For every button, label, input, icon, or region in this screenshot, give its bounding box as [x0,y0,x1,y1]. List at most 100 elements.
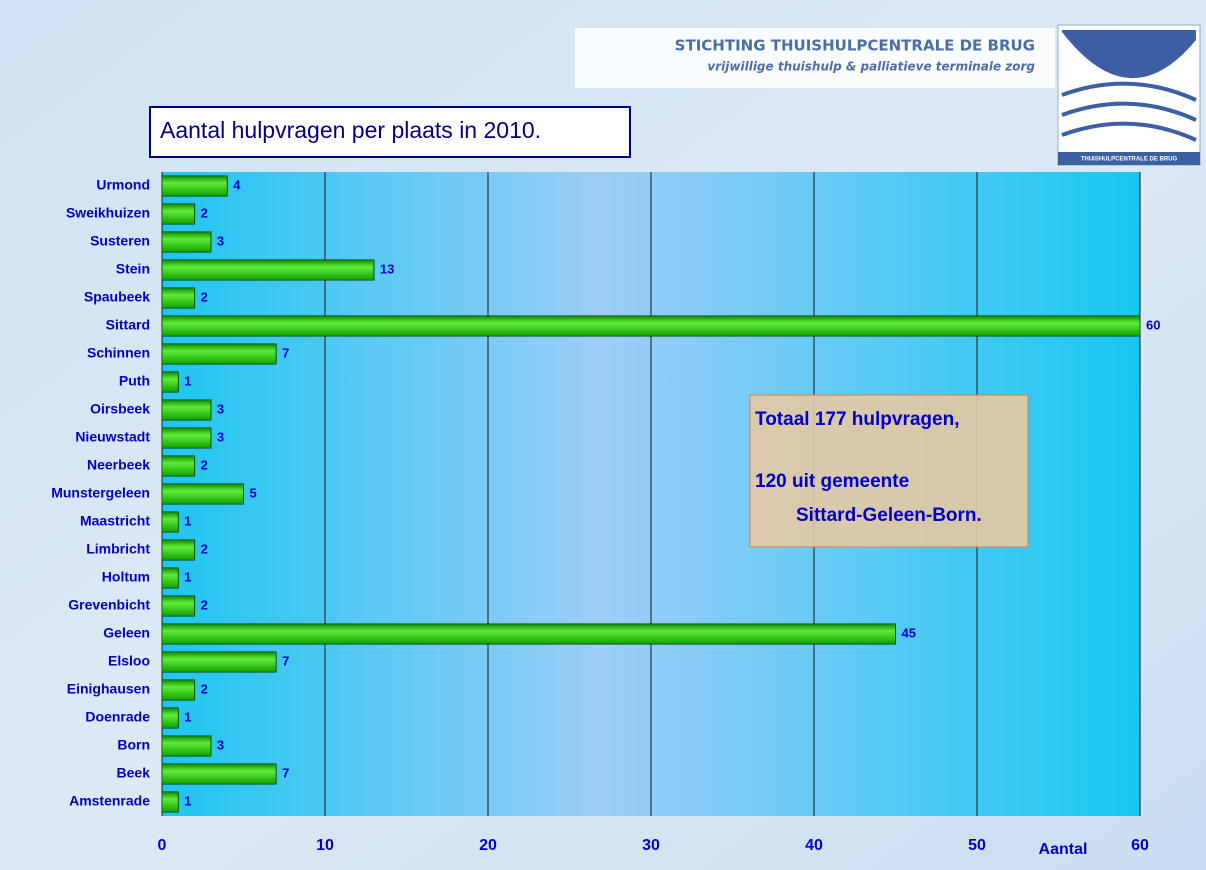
value-label: 7 [282,345,289,360]
x-axis-label: Aantal [1039,841,1088,858]
value-label: 2 [201,681,208,696]
bar-tint [162,456,195,476]
y-tick-label: Susteren [90,233,150,249]
y-tick-label: Urmond [96,177,150,193]
x-tick-label: 20 [479,837,497,854]
bar-tint [162,568,179,588]
bar-tint [162,372,179,392]
x-tick-label: 40 [805,837,823,854]
bar [161,707,179,729]
value-label: 60 [1146,317,1160,332]
bar [161,595,196,617]
y-tick-label: Nieuwstadt [75,429,150,445]
y-tick-label: Oirsbeek [90,401,150,417]
bar [161,455,196,477]
bar [161,539,196,561]
value-label: 7 [282,765,289,780]
bar-tint [162,484,244,504]
value-label: 1 [184,709,191,724]
bar [161,735,212,757]
value-label: 2 [201,289,208,304]
bar-tint [162,288,195,308]
title-box [149,106,631,158]
y-tick-label: Doenrade [85,709,150,725]
annotation-box [749,394,1029,548]
y-tick-label: Born [117,737,150,753]
logo-shape [1062,30,1196,79]
bar [161,511,179,533]
x-tick-label: 0 [158,837,167,854]
y-tick-label: Puth [119,373,150,389]
bar [161,399,212,421]
value-label: 1 [184,793,191,808]
bar [161,567,179,589]
bar-tint [162,540,195,560]
y-tick-label: Beek [117,765,151,781]
bar-tint [162,680,195,700]
y-tick-label: Spaubeek [84,289,150,305]
bar-tint [162,512,179,532]
value-label: 2 [201,457,208,472]
bar [161,763,277,785]
value-label: 2 [201,205,208,220]
logo-band [1058,152,1200,165]
bar [161,427,212,449]
x-tick-label: 30 [642,837,660,854]
y-tick-label: Munstergeleen [51,485,150,501]
y-tick-label: Elsloo [108,653,150,669]
y-tick-label: Holtum [102,569,150,585]
bar [161,203,196,225]
bar [161,483,244,505]
bar [161,623,896,645]
annotation: 120 uit gemeente [755,471,909,492]
bar-tint [162,400,211,420]
bar [161,791,179,813]
value-label: 45 [902,625,916,640]
value-label: 3 [217,737,224,752]
value-label: 2 [201,541,208,556]
bar-tint [162,736,211,756]
header-title: STICHTING THUISHULPCENTRALE DE BRUG [675,37,1035,55]
chart-title: Aantal hulpvragen per plaats in 2010. [160,117,541,143]
y-tick-label: Sittard [106,317,150,333]
value-label: 3 [217,401,224,416]
bar-tint [162,764,277,784]
y-tick-label: Maastricht [80,513,150,529]
value-label: 4 [233,177,241,192]
bar-tint [162,204,195,224]
bar [161,315,1141,337]
bar-tint [162,232,211,252]
value-label: 1 [184,569,191,584]
y-tick-label: Limbricht [86,541,150,557]
bar-tint [162,428,211,448]
annotation: Sittard-Geleen-Born. [796,505,982,526]
bar [161,343,277,365]
value-label: 13 [380,261,394,276]
value-label: 2 [201,597,208,612]
bar [161,651,277,673]
annotation: Totaal 177 hulpvragen, [755,409,959,430]
bar [161,175,228,197]
x-tick-label: 10 [316,837,334,854]
value-label: 1 [184,373,191,388]
value-label: 5 [250,485,257,500]
bar-tint [162,652,277,672]
y-tick-label: Geleen [103,625,150,641]
logo-text: THUISHULPCENTRALE DE BRUG [1081,157,1178,163]
y-tick-label: Amstenrade [69,793,150,809]
bar [161,231,212,253]
y-tick-label: Stein [116,261,150,277]
logo-lines [1061,81,1197,142]
value-label: 1 [184,513,191,528]
value-label: 7 [282,653,289,668]
x-tick-label: 50 [968,837,986,854]
bar-tint [162,260,374,280]
x-tick-label: 60 [1131,837,1149,854]
bar-tint [162,176,228,196]
bar [161,259,375,281]
bar-tint [162,708,179,728]
bar-tint [162,624,896,644]
header-subtitle: vrijwillige thuishulp & palliatieve term… [707,60,1035,74]
y-tick-label: Einighausen [67,681,150,697]
